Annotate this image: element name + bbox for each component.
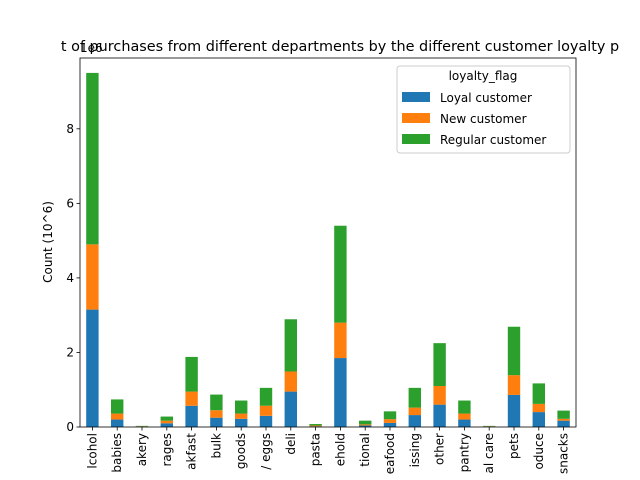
x-tick-label: babies	[110, 433, 124, 473]
x-tick-label: ehold	[333, 433, 347, 466]
x-tick-label: pasta	[309, 433, 323, 466]
bar-segment-2-8	[259, 405, 273, 416]
bar-segment-2-7	[235, 413, 248, 419]
x-tick-label: pets	[507, 433, 521, 459]
bar-segment-2-5	[185, 391, 198, 406]
bar-segment-1-19	[532, 412, 545, 427]
bar-segment-3-13	[383, 411, 397, 420]
bar-segment-2-2	[111, 413, 124, 420]
axes-frame	[79, 57, 577, 428]
x-tick-label: deli	[284, 433, 298, 455]
bar-segment-2-9	[284, 371, 297, 392]
y-tick-label: 8	[66, 122, 74, 136]
x-tick-label: rages	[160, 433, 174, 467]
plot-area: lcohol babies akery rages akfast bulk goods / e…	[66, 57, 577, 474]
x-tick-label: goods	[234, 433, 248, 469]
bar-segment-1-1	[86, 309, 99, 427]
bar-segment-3-16	[458, 400, 471, 414]
bar-segment-2-14	[408, 407, 421, 416]
bar-segment-3-18	[507, 326, 521, 376]
legend: loyalty_flag Loyal customer New customer R…	[396, 65, 571, 154]
legend-label-1: Loyal customer	[440, 91, 532, 105]
x-tick-label: oduce	[532, 433, 546, 470]
bar-segment-3-15	[433, 343, 446, 386]
bar-segment-2-10	[309, 425, 322, 427]
x-tick-label: bulk	[209, 433, 223, 459]
bar-segment-1-20	[557, 420, 570, 427]
bar-segment-1-8	[259, 415, 273, 427]
legend-swatch-2	[402, 113, 430, 123]
x-tick-label: lcohol	[85, 433, 99, 469]
legend-title: loyalty_flag	[449, 69, 518, 83]
bar-segment-3-10	[309, 424, 322, 426]
x-tick-label: tional	[358, 433, 372, 467]
bar-segment-3-7	[235, 400, 248, 414]
bar-segment-1-18	[507, 394, 521, 427]
bar-segment-2-1	[86, 244, 99, 310]
bar-segment-2-11	[334, 322, 347, 359]
x-tick-label: akfast	[185, 433, 199, 470]
y-tick-label: 4	[66, 271, 74, 285]
bar-segment-2-19	[532, 403, 545, 413]
x-tick-label: snacks	[557, 433, 571, 474]
bar-segment-1-9	[284, 391, 297, 427]
bar-segment-1-6	[210, 417, 223, 427]
bar-segment-2-13	[383, 419, 397, 423]
x-tick-label: issing	[408, 433, 422, 467]
bar-segment-3-6	[210, 394, 223, 411]
bar-segment-2-16	[458, 413, 471, 420]
bar-segment-3-14	[408, 387, 421, 408]
bar-segment-3-5	[185, 356, 198, 392]
bar-segment-3-12	[359, 420, 372, 425]
bar-segment-2-6	[210, 410, 223, 418]
bar-segment-2-12	[359, 424, 372, 426]
legend-label-3: Regular customer	[440, 133, 546, 147]
bar-segment-3-20	[557, 410, 570, 419]
bar-segment-3-2	[111, 399, 124, 414]
bar-segment-3-4	[160, 416, 173, 421]
bar-segment-1-16	[458, 419, 471, 427]
x-tick-label: / eggs	[259, 433, 273, 470]
bar-segment-1-14	[408, 415, 421, 427]
x-tick-label: eafood	[383, 433, 397, 474]
bar-segment-1-13	[383, 422, 397, 427]
bar-segment-1-2	[111, 419, 124, 427]
y-tick-label: 6	[66, 196, 74, 210]
x-tick-label: pantry	[457, 433, 471, 472]
bar-segment-2-15	[433, 386, 446, 405]
legend-label-2: New customer	[440, 112, 527, 126]
bar-segment-1-5	[185, 405, 198, 427]
bar-segment-2-18	[507, 375, 521, 395]
bar-segment-2-20	[557, 418, 570, 421]
bar-segment-1-7	[235, 418, 248, 427]
bar-segment-1-12	[359, 425, 372, 427]
legend-frame	[396, 65, 571, 154]
legend-swatch-3	[402, 134, 430, 144]
bar-segment-3-9	[284, 319, 297, 372]
legend-swatch-1	[402, 92, 430, 102]
x-tick-label: akery	[135, 433, 149, 466]
y-tick-label: 0	[66, 420, 74, 434]
y-tick-label: 2	[66, 345, 74, 359]
x-tick-label: al care	[482, 433, 496, 474]
bar-segment-1-11	[334, 358, 347, 427]
x-tick-label: other	[433, 433, 447, 465]
y-axis-label: Count (10^6)	[41, 201, 55, 283]
bar-segment-3-11	[334, 225, 347, 323]
y-offset-text: 1e6	[80, 41, 103, 55]
chart-title: t of purchases from different department…	[61, 39, 619, 55]
bar-segment-2-4	[160, 420, 173, 424]
bar-segment-1-4	[160, 423, 173, 427]
bar-segment-3-19	[532, 383, 545, 404]
bar-segment-3-8	[259, 387, 273, 406]
bar-segment-3-1	[86, 72, 99, 245]
bar-segment-1-15	[433, 404, 446, 427]
